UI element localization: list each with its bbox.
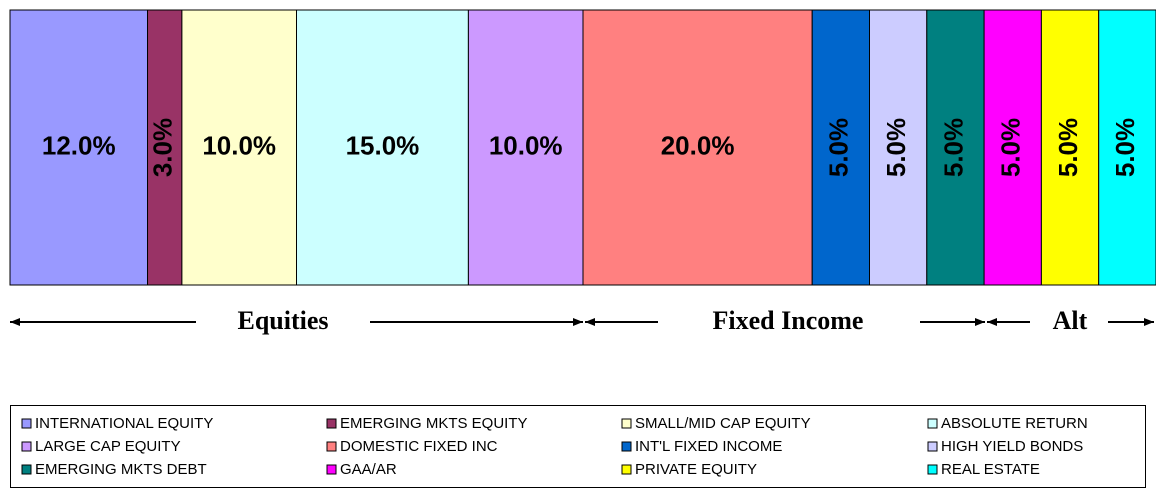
legend-label: ABSOLUTE RETURN xyxy=(941,415,1088,432)
legend-label: SMALL/MID CAP EQUITY xyxy=(635,415,811,432)
value-label: 12.0% xyxy=(42,130,116,160)
legend-swatch xyxy=(621,464,632,475)
legend-label: INT'L FIXED INCOME xyxy=(635,438,782,455)
legend-swatch xyxy=(326,418,337,429)
bar-segment xyxy=(869,9,928,286)
legend-swatch xyxy=(621,418,632,429)
value-label: 5.0% xyxy=(1053,118,1083,177)
legend-label: EMERGING MKTS DEBT xyxy=(35,461,207,478)
legend-swatch xyxy=(326,441,337,452)
value-label: 5.0% xyxy=(996,118,1026,177)
legend-swatch xyxy=(21,441,32,452)
legend-label: LARGE CAP EQUITY xyxy=(35,438,181,455)
legend-label: HIGH YIELD BONDS xyxy=(941,438,1083,455)
legend-swatch xyxy=(621,441,632,452)
legend-swatch xyxy=(21,464,32,475)
legend-swatch xyxy=(326,464,337,475)
bar-segment xyxy=(296,9,469,286)
value-label: 5.0% xyxy=(938,118,968,177)
value-label: 10.0% xyxy=(202,130,276,160)
value-label: 5.0% xyxy=(881,118,911,177)
legend-label: EMERGING MKTS EQUITY xyxy=(340,415,528,432)
annotation: Fixed Income xyxy=(713,306,864,335)
legend-box xyxy=(10,405,1146,488)
legend-label: PRIVATE EQUITY xyxy=(635,461,757,478)
value-label: 3.0% xyxy=(148,118,178,177)
bar-segment xyxy=(181,9,297,286)
bar-segment xyxy=(983,9,1042,286)
value-label: 5.0% xyxy=(1110,118,1140,177)
legend-label: DOMESTIC FIXED INC xyxy=(340,438,498,455)
value-label: 20.0% xyxy=(661,130,735,160)
legend-label: INTERNATIONAL EQUITY xyxy=(35,415,213,432)
annotation: Alt xyxy=(1053,306,1088,335)
bar-segment xyxy=(582,9,813,286)
bar-segment xyxy=(811,9,871,286)
bar-segment xyxy=(1098,9,1156,286)
bar-segment xyxy=(926,9,985,286)
legend-swatch xyxy=(927,418,938,429)
legend-label: GAA/AR xyxy=(340,461,397,478)
bar-segment xyxy=(467,9,584,286)
bar-segment xyxy=(1040,9,1100,286)
legend-swatch xyxy=(21,418,32,429)
legend-label: REAL ESTATE xyxy=(941,461,1040,478)
value-label: 5.0% xyxy=(824,118,854,177)
value-label: 10.0% xyxy=(489,130,563,160)
value-label: 15.0% xyxy=(346,130,420,160)
legend-swatch xyxy=(927,464,938,475)
annotation: Equities xyxy=(237,306,328,335)
legend-swatch xyxy=(927,441,938,452)
